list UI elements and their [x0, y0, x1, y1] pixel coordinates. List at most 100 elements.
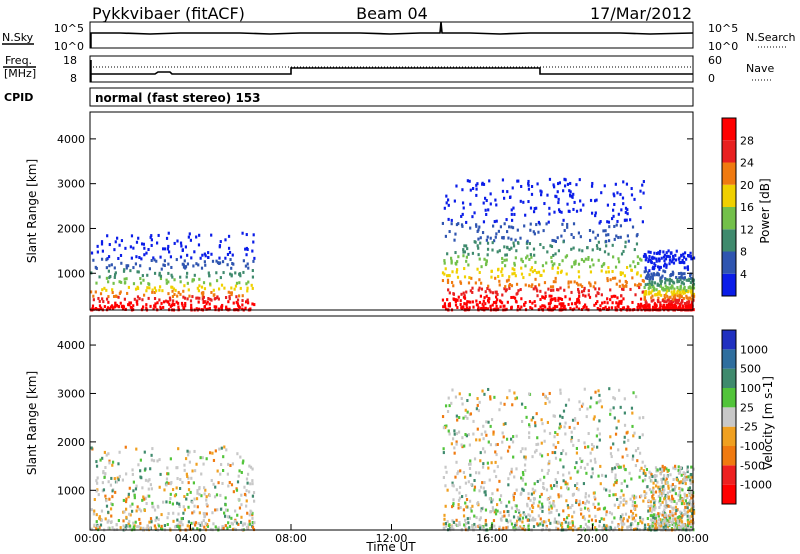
- echo-cell: [650, 504, 653, 508]
- echo-cell: [647, 303, 650, 307]
- echo-cell: [673, 526, 677, 530]
- echo-cell: [682, 479, 685, 483]
- echo-cell: [245, 499, 248, 503]
- echo-cell: [644, 276, 648, 280]
- echo-cell: [468, 306, 471, 310]
- echo-cell: [655, 521, 658, 525]
- echo-cell: [681, 258, 684, 262]
- echo-cell: [158, 285, 162, 289]
- echo-cell: [512, 526, 515, 530]
- echo-cell: [512, 515, 516, 519]
- echo-cell: [167, 512, 170, 516]
- echo-cell: [686, 267, 690, 271]
- echo-cell: [658, 307, 661, 311]
- echo-cell: [493, 524, 496, 528]
- echo-cell: [615, 234, 618, 238]
- echo-cell: [515, 507, 519, 511]
- colorbar-level-label: 20: [740, 179, 754, 192]
- echo-cell: [566, 202, 569, 206]
- echo-cell: [686, 510, 690, 514]
- echo-cell: [460, 223, 464, 227]
- echo-cell: [651, 520, 654, 524]
- echo-cell: [519, 288, 522, 292]
- echo-cell: [206, 300, 209, 304]
- echo-cell: [665, 289, 669, 293]
- echo-cell: [213, 495, 217, 499]
- echo-cell: [184, 457, 188, 461]
- echo-cell: [639, 189, 642, 193]
- echo-cell: [453, 199, 456, 203]
- echo-cell: [468, 393, 471, 397]
- echo-cell: [457, 498, 461, 502]
- echo-cell: [153, 291, 156, 295]
- echo-cell: [488, 297, 491, 301]
- echo-cell: [127, 303, 130, 307]
- echo-cell: [640, 258, 643, 262]
- echo-cell: [648, 279, 651, 283]
- echo-cell: [172, 299, 175, 303]
- echo-cell: [510, 522, 514, 526]
- echo-cell: [637, 521, 640, 525]
- echo-cell: [209, 297, 212, 301]
- echo-cell: [183, 259, 186, 263]
- echo-cell: [654, 478, 657, 482]
- echo-cell: [668, 307, 671, 311]
- echo-cell: [506, 525, 509, 529]
- echo-cell: [620, 301, 623, 305]
- echo-cell: [186, 492, 189, 496]
- echo-cell: [201, 456, 204, 460]
- echo-cell: [560, 486, 563, 490]
- echo-cell: [645, 274, 649, 278]
- echo-cell: [117, 462, 120, 466]
- echo-cell: [187, 488, 191, 492]
- echo-cell: [652, 305, 655, 309]
- echo-cell: [247, 523, 250, 527]
- echo-cell: [491, 506, 494, 510]
- echo-cell: [672, 292, 675, 296]
- echo-cell: [177, 447, 180, 451]
- echo-cell: [148, 526, 152, 530]
- echo-cell: [646, 517, 649, 521]
- echo-cell: [590, 443, 594, 447]
- echo-cell: [661, 510, 665, 514]
- echo-cell: [229, 258, 232, 262]
- echo-cell: [125, 515, 128, 519]
- echo-cell: [148, 494, 151, 498]
- echo-cell: [619, 495, 622, 499]
- echo-cell: [680, 301, 683, 305]
- echo-cell: [664, 281, 667, 285]
- echo-cell: [568, 521, 571, 525]
- echo-cell: [653, 256, 656, 260]
- echo-cell: [154, 526, 157, 530]
- echo-cell: [141, 305, 145, 309]
- echo-cell: [163, 247, 167, 251]
- velocity-y-axis-label: Slant Range [km]: [25, 371, 39, 475]
- echo-cell: [660, 481, 664, 485]
- echo-cell: [189, 238, 193, 242]
- echo-cell: [253, 303, 256, 307]
- echo-cell: [507, 483, 510, 487]
- echo-cell: [667, 298, 670, 302]
- echo-cell: [251, 302, 254, 306]
- echo-cell: [491, 241, 494, 245]
- echo-cell: [641, 517, 645, 521]
- echo-cell: [490, 522, 494, 526]
- echo-cell: [149, 304, 152, 308]
- echo-cell: [653, 303, 656, 307]
- echo-cell: [587, 289, 590, 293]
- x-tick-label: 08:00: [275, 532, 307, 545]
- echo-cell: [243, 522, 246, 526]
- echo-cell: [551, 238, 554, 242]
- echo-cell: [110, 514, 113, 518]
- echo-cell: [605, 513, 608, 517]
- echo-cell: [663, 488, 666, 492]
- echo-cell: [455, 270, 458, 274]
- echo-cell: [579, 527, 582, 531]
- echo-cell: [663, 253, 666, 257]
- echo-cell: [442, 451, 445, 455]
- echo-cell: [682, 252, 685, 256]
- echo-cell: [202, 281, 206, 285]
- echo-cell: [535, 206, 538, 210]
- echo-cell: [139, 509, 143, 513]
- echo-cell: [466, 247, 469, 251]
